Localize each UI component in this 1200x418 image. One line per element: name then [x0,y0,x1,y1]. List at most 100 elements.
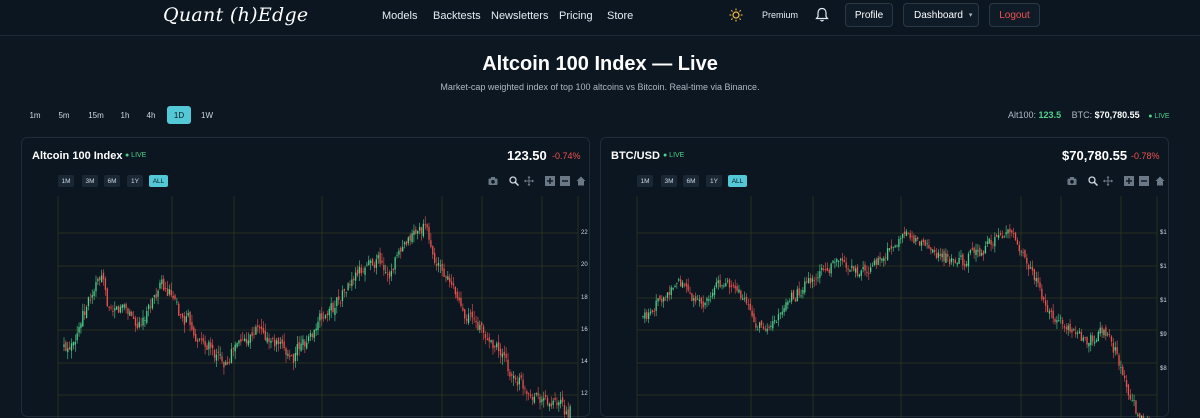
candle-body [556,402,558,405]
candle-body [185,316,187,323]
premium-link[interactable]: Premium [762,10,799,20]
candle-body [668,292,670,295]
candle-body [1101,327,1103,334]
range-6m[interactable]: 6M [683,175,699,187]
nav-backtests[interactable]: Backtests [433,10,481,22]
candle-body [1044,300,1047,306]
candle-body [91,295,93,298]
candle-body [969,250,972,253]
timeframe-1w[interactable]: 1W [201,110,213,120]
logout-button[interactable]: Logout [989,3,1040,27]
timeframe-4h[interactable]: 4h [146,110,156,120]
range-1m[interactable]: 1M [637,175,653,187]
candle-body [482,326,485,333]
candle-body [815,278,817,280]
candle-body [849,270,851,272]
brand-logo[interactable]: Quant (h)Edge [163,4,309,26]
candle-body [514,377,517,380]
zoom-icon[interactable] [1088,176,1098,186]
ticker-summary: Alt100: 123.5 BTC: $70,780.55 ● LIVE [1008,110,1170,120]
candle-body [949,259,951,265]
candle-body [462,307,464,311]
candle-body [149,306,152,308]
range-6m[interactable]: 6M [104,175,120,187]
candle-body [845,262,847,268]
dashboard-dropdown[interactable]: Dashboard ▾ [903,3,979,27]
range-1y[interactable]: 1Y [706,175,722,187]
candle-body [798,288,800,296]
home-icon[interactable] [576,176,586,186]
candle-body [732,285,734,286]
altcoin-candle-chart[interactable] [22,138,591,418]
candle-body [407,237,409,244]
timeframe-5m[interactable]: 5m [58,110,70,120]
timeframe-1h[interactable]: 1h [120,110,130,120]
timeframe-15m[interactable]: 15m [88,110,104,120]
camera-icon[interactable] [1067,176,1077,186]
nav-pricing[interactable]: Pricing [559,10,593,22]
nav-newsletters[interactable]: Newsletters [491,10,549,22]
candle-body [198,338,201,340]
candle-body [285,348,287,356]
candle-body [696,298,699,300]
candle-body [123,304,125,308]
range-1m[interactable]: 1M [58,175,74,187]
candle-body [1133,400,1135,401]
zoom-in-icon[interactable] [545,176,555,186]
pan-icon[interactable] [524,176,534,186]
pan-icon[interactable] [1103,176,1113,186]
zoom-out-icon[interactable] [560,176,570,186]
candle-body [997,235,1000,239]
candle-body [911,235,913,237]
camera-icon[interactable] [488,176,498,186]
candle-body [1009,228,1011,233]
candle-body [351,279,353,287]
candle-body [268,338,270,342]
home-icon[interactable] [1155,176,1165,186]
candle-body [883,258,885,261]
candle-body [546,397,549,405]
candle-body [1014,232,1017,241]
range-1y[interactable]: 1Y [127,175,143,187]
candle-body [659,295,661,300]
y-axis-label: 20 [581,262,588,268]
zoom-icon[interactable] [509,176,519,186]
candle-body [1137,414,1139,416]
candle-body [841,258,844,262]
altcoin-index-panel: Altcoin 100 Index ● LIVE 123.50 -0.74% 1… [21,137,591,418]
range-all[interactable]: ALL [149,175,168,187]
bell-icon[interactable] [815,7,829,23]
candle-body [743,297,746,299]
candle-body [1060,317,1062,319]
candle-body [749,303,751,311]
candle-body [928,244,930,249]
zoom-in-icon[interactable] [1124,176,1134,186]
candle-body [206,345,208,350]
btc-candle-chart[interactable] [601,138,1170,418]
candle-body [200,338,203,340]
candle-body [383,264,385,271]
candle-body [104,278,107,290]
candle-body [811,278,813,282]
sun-icon[interactable] [729,8,743,22]
candle-body [370,260,372,263]
profile-button[interactable]: Profile [845,3,893,27]
zoom-out-icon[interactable] [1139,176,1149,186]
candle-body [67,348,69,353]
range-all[interactable]: ALL [728,175,747,187]
candle-body [695,296,697,302]
nav-models[interactable]: Models [382,10,418,22]
timeframe-1d[interactable]: 1D [167,106,191,124]
timeframe-1m[interactable]: 1m [29,110,41,120]
candle-body [977,250,979,252]
nav-store[interactable]: Store [607,10,634,22]
candle-body [356,269,359,276]
candle-body [924,240,926,246]
range-3m[interactable]: 3M [82,175,98,187]
candle-body [548,404,551,407]
range-3m[interactable]: 3M [661,175,677,187]
candle-body [1020,251,1022,253]
candle-body [986,241,988,244]
candle-body [550,403,552,407]
candle-body [1029,267,1032,269]
